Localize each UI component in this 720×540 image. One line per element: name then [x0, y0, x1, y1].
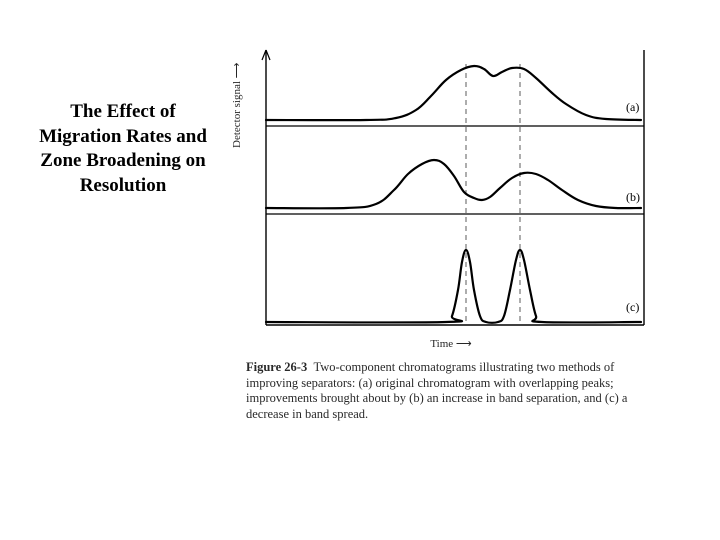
y-axis-label: Detector signal ⟶ [230, 63, 243, 148]
x-axis-label: Time ⟶ [246, 337, 656, 350]
chromatogram-figure: Detector signal ⟶ (a) (b) (c) Time ⟶ Fig… [228, 40, 658, 423]
chart-box: (a) (b) (c) [246, 40, 656, 335]
panel-b-label: (b) [626, 190, 640, 205]
figure-caption: Figure 26-3 Two-component chromatograms … [246, 360, 646, 423]
caption-lead: Figure 26-3 [246, 360, 307, 374]
panel-a-label: (a) [626, 100, 639, 115]
slide-title: The Effect of Migration Rates and Zone B… [28, 100, 218, 199]
chart-svg [246, 40, 656, 335]
panel-c-label: (c) [626, 300, 639, 315]
